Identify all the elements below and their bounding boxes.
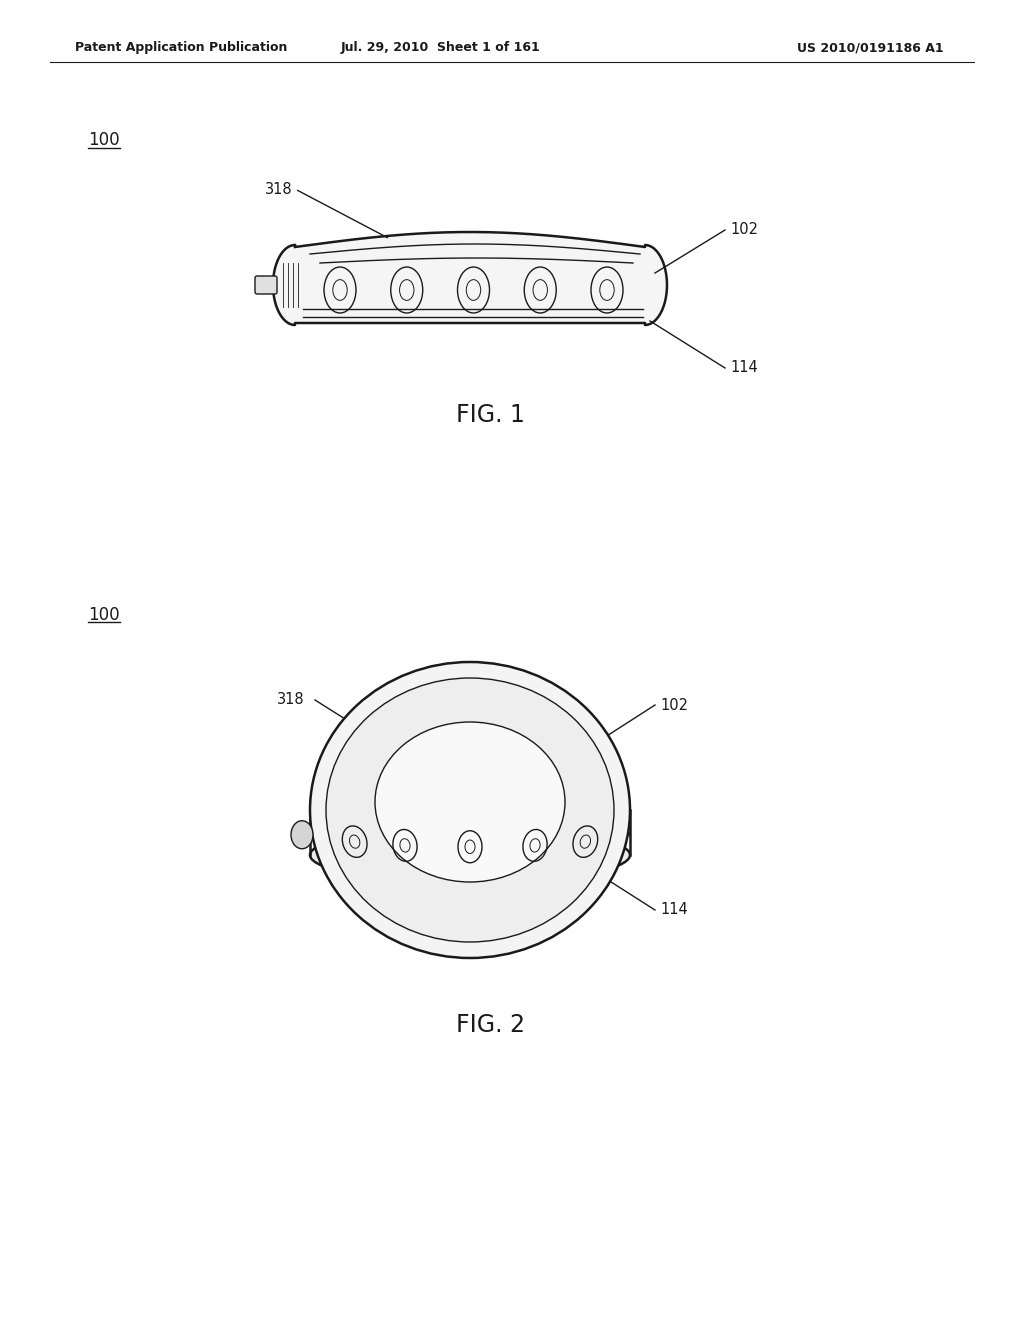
Text: 114: 114 xyxy=(730,360,758,375)
Text: 100: 100 xyxy=(88,606,120,624)
Text: Patent Application Publication: Patent Application Publication xyxy=(75,41,288,54)
Text: FIG. 2: FIG. 2 xyxy=(456,1012,524,1038)
Ellipse shape xyxy=(375,722,565,882)
Text: FIG. 1: FIG. 1 xyxy=(456,403,524,426)
FancyBboxPatch shape xyxy=(255,276,278,294)
Ellipse shape xyxy=(291,821,313,849)
Text: 318: 318 xyxy=(265,181,293,197)
Text: Jul. 29, 2010  Sheet 1 of 161: Jul. 29, 2010 Sheet 1 of 161 xyxy=(340,41,540,54)
Text: 100: 100 xyxy=(88,131,120,149)
Text: US 2010/0191186 A1: US 2010/0191186 A1 xyxy=(797,41,943,54)
Ellipse shape xyxy=(310,826,630,883)
Ellipse shape xyxy=(310,663,630,958)
Text: 318: 318 xyxy=(278,693,304,708)
Text: 102: 102 xyxy=(730,223,758,238)
Polygon shape xyxy=(273,232,667,325)
Text: 102: 102 xyxy=(660,697,688,713)
Ellipse shape xyxy=(326,678,614,942)
Text: 114: 114 xyxy=(660,903,688,917)
